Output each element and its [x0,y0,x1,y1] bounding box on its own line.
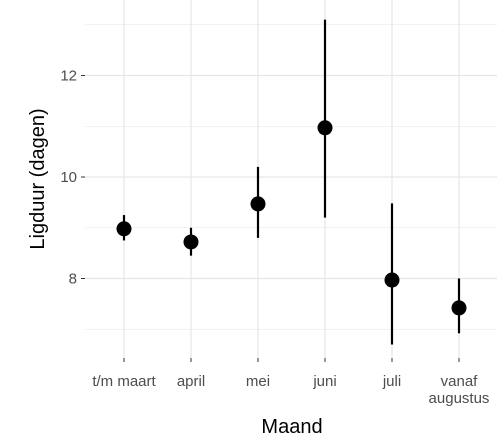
x-tick-label: juli [382,373,401,390]
data-point [317,120,333,136]
x-tick-label: t/m maart [92,373,156,390]
x-tick-label: juni [312,373,336,390]
x-tick-label: mei [246,373,270,390]
x-tick-label-line: april [177,373,205,390]
x-axis-ticks: t/m maart april mei juni juli vanaf augustus [92,358,489,407]
x-tick-label: april [177,373,205,390]
x-tick-label-line: t/m maart [92,373,156,390]
x-tick-label-line: juli [382,373,401,390]
y-tick-label: 8 [69,271,77,288]
y-tick-label: 12 [60,68,77,85]
x-axis-title: Maand [261,416,322,438]
minor-grid [85,24,497,330]
y-tick-label: 10 [60,169,77,186]
y-axis-ticks: 8 10 12 [60,68,85,288]
x-tick-label-line: juni [312,373,336,390]
x-tick-label-line: mei [246,373,270,390]
x-tick-label-line: augustus [429,390,490,407]
data-point [250,196,266,212]
x-tick-label: vanaf augustus [429,373,490,407]
data-point [384,272,400,288]
data-point [183,234,199,250]
y-axis-title: Ligduur (dagen) [27,108,49,249]
data-point [451,300,467,316]
data-points [116,120,467,316]
plot-panel [85,0,497,358]
x-tick-label-line: vanaf [441,373,479,390]
data-point [116,221,132,237]
